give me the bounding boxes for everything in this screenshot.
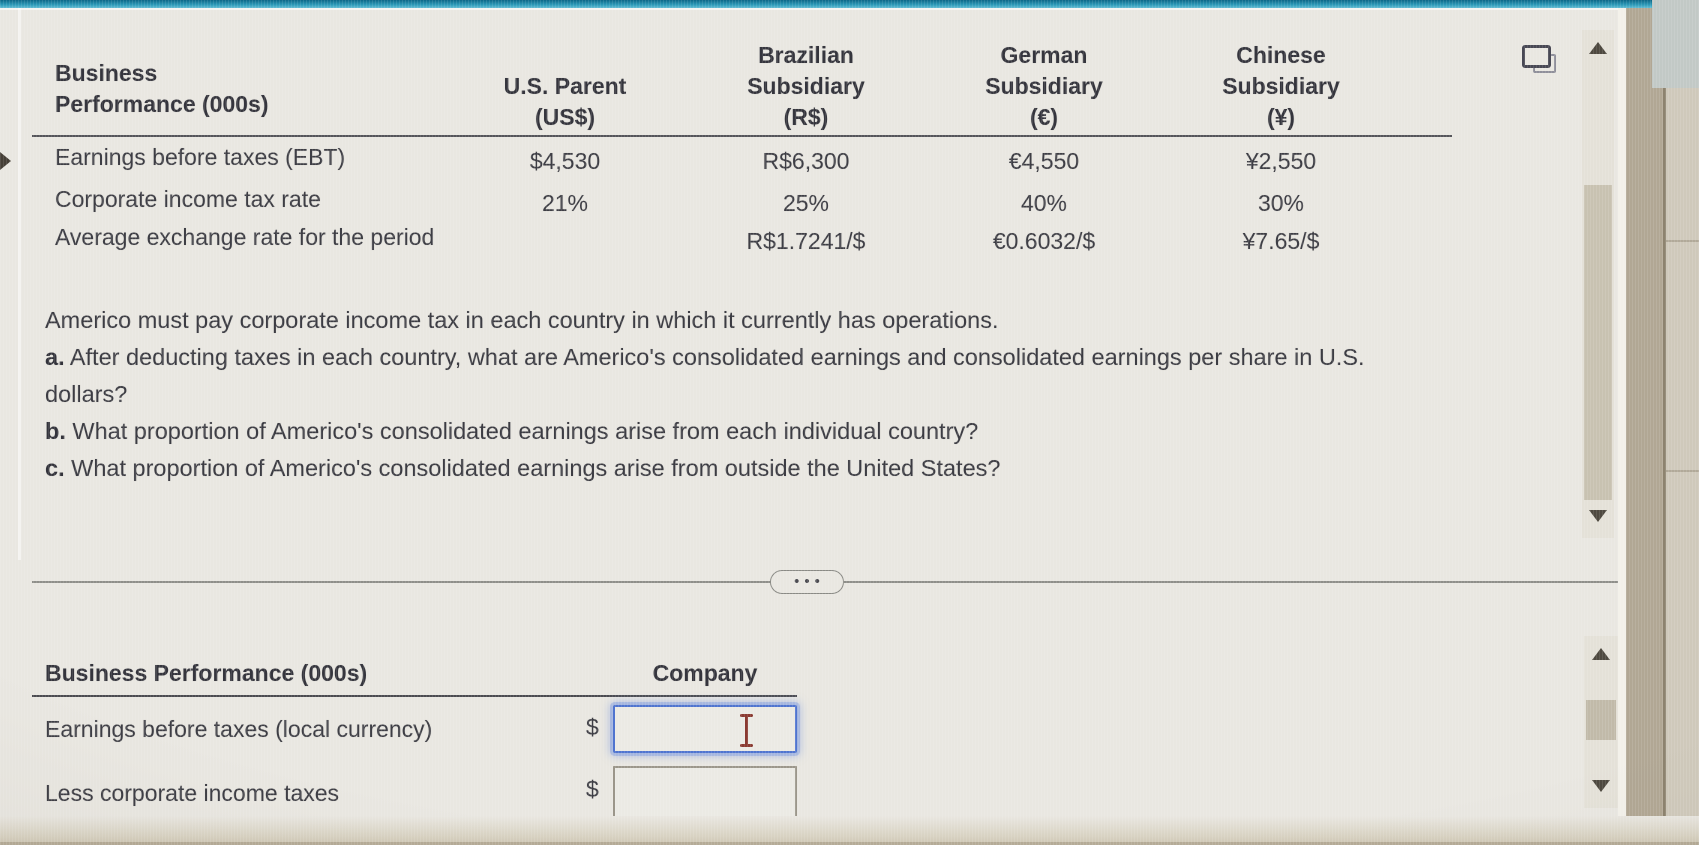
row-label-exchange-rate: Average exchange rate for the period xyxy=(55,224,435,250)
table-row-header-line1: Business xyxy=(55,60,158,86)
ebt-input-field[interactable] xyxy=(613,705,797,753)
cell-tax-us: 21% xyxy=(541,190,589,216)
cell-ebt-brazil: R$6,300 xyxy=(762,148,850,174)
screen-edge-highlight xyxy=(1618,8,1626,845)
table-row-header: Business Performance (000s) xyxy=(55,58,269,120)
taxes-input-field[interactable] xyxy=(613,766,797,818)
background-wall xyxy=(1666,8,1699,845)
background-seam xyxy=(1666,240,1699,242)
cell-ebt-us: $4,530 xyxy=(529,148,601,174)
scrollbar-thumb-bottom-panel[interactable] xyxy=(1586,700,1616,740)
question-letter-b: b. xyxy=(45,418,66,444)
column-header-german-subsidiary: German Subsidiary (€) xyxy=(914,34,1174,133)
question-part-b: b. What proportion of Americo's consolid… xyxy=(45,413,1437,450)
background-seam xyxy=(1666,470,1699,472)
answer-row-label-ebt: Earnings before taxes (local currency) xyxy=(45,716,433,742)
column-header-line: Subsidiary xyxy=(985,73,1103,99)
currency-prefix: $ xyxy=(586,776,599,802)
question-part-c: c. What proportion of Americo's consolid… xyxy=(45,450,1437,487)
column-header-line: U.S. Parent xyxy=(503,73,627,99)
cell-fx-brazil: R$1.7241/$ xyxy=(746,228,866,254)
row-label-ebt: Earnings before taxes (EBT) xyxy=(55,144,346,170)
cell-ebt-germany: €4,550 xyxy=(1008,148,1080,174)
column-header-brazilian-subsidiary: Brazilian Subsidiary (R$) xyxy=(676,34,936,133)
screen-edge-highlight-left xyxy=(18,8,21,560)
scroll-down-icon[interactable] xyxy=(1589,510,1607,522)
cell-tax-brazil: 25% xyxy=(782,190,830,216)
scroll-up-icon[interactable] xyxy=(1589,42,1607,54)
question-intro: Americo must pay corporate income tax in… xyxy=(45,307,999,333)
column-header-chinese-subsidiary: Chinese Subsidiary (¥) xyxy=(1151,34,1411,133)
copy-icon[interactable] xyxy=(1522,45,1558,77)
question-letter-a: a. xyxy=(45,344,65,370)
question-block: Americo must pay corporate income tax in… xyxy=(45,302,1437,487)
app-header-bar xyxy=(0,0,1699,8)
question-text-c: What proportion of Americo's consolidate… xyxy=(71,455,1001,481)
answer-table-header-rule xyxy=(32,695,797,697)
app-header-bar-sheen xyxy=(0,8,1699,10)
screen-bottom-edge xyxy=(0,842,1699,845)
ellipsis-icon: ••• xyxy=(794,573,825,590)
cell-tax-germany: 40% xyxy=(1020,190,1068,216)
currency-prefix: $ xyxy=(586,714,599,740)
column-header-line: Subsidiary xyxy=(747,73,865,99)
question-part-a: a. After deducting taxes in each country… xyxy=(45,339,1437,413)
column-header-line: (R$) xyxy=(783,104,829,130)
cell-fx-germany: €0.6032/$ xyxy=(992,228,1096,254)
answer-row-label-taxes: Less corporate income taxes xyxy=(45,780,340,806)
question-letter-c: c. xyxy=(45,455,65,481)
cell-fx-china: ¥7.65/$ xyxy=(1242,228,1320,254)
screen-bottom-band xyxy=(0,816,1699,845)
scroll-down-icon[interactable] xyxy=(1592,780,1610,792)
answer-column-header-company: Company xyxy=(652,660,758,686)
table-header-rule xyxy=(32,135,1452,137)
splitter-handle-button[interactable]: ••• xyxy=(770,570,844,594)
column-header-line: (US$) xyxy=(534,104,596,130)
text-cursor-icon xyxy=(737,713,755,747)
row-label-tax-rate: Corporate income tax rate xyxy=(55,186,321,212)
cell-ebt-china: ¥2,550 xyxy=(1245,148,1317,174)
monitor-bezel-shadow xyxy=(1663,8,1666,845)
column-header-line: Brazilian xyxy=(758,42,854,68)
monitor-bezel xyxy=(1626,8,1663,845)
column-header-us-parent: U.S. Parent (US$) xyxy=(435,34,695,133)
partial-cursor-artifact xyxy=(0,152,11,170)
cell-tax-china: 30% xyxy=(1257,190,1305,216)
background-corner xyxy=(1652,0,1699,88)
table-row-header-line2: Performance (000s) xyxy=(55,91,269,117)
column-header-line: (¥) xyxy=(1266,104,1296,130)
scroll-up-icon[interactable] xyxy=(1592,648,1610,660)
column-header-line: Chinese xyxy=(1236,42,1326,68)
copy-icon-front-layer xyxy=(1522,45,1551,68)
question-text-a: After deducting taxes in each country, w… xyxy=(45,344,1365,407)
column-header-line: Subsidiary xyxy=(1222,73,1340,99)
scrollbar-thumb-top-panel[interactable] xyxy=(1584,185,1612,500)
column-header-line: German xyxy=(1000,42,1088,68)
answer-table-header: Business Performance (000s) xyxy=(45,660,368,686)
question-text-b: What proportion of Americo's consolidate… xyxy=(72,418,979,444)
column-header-line: (€) xyxy=(1029,104,1059,130)
